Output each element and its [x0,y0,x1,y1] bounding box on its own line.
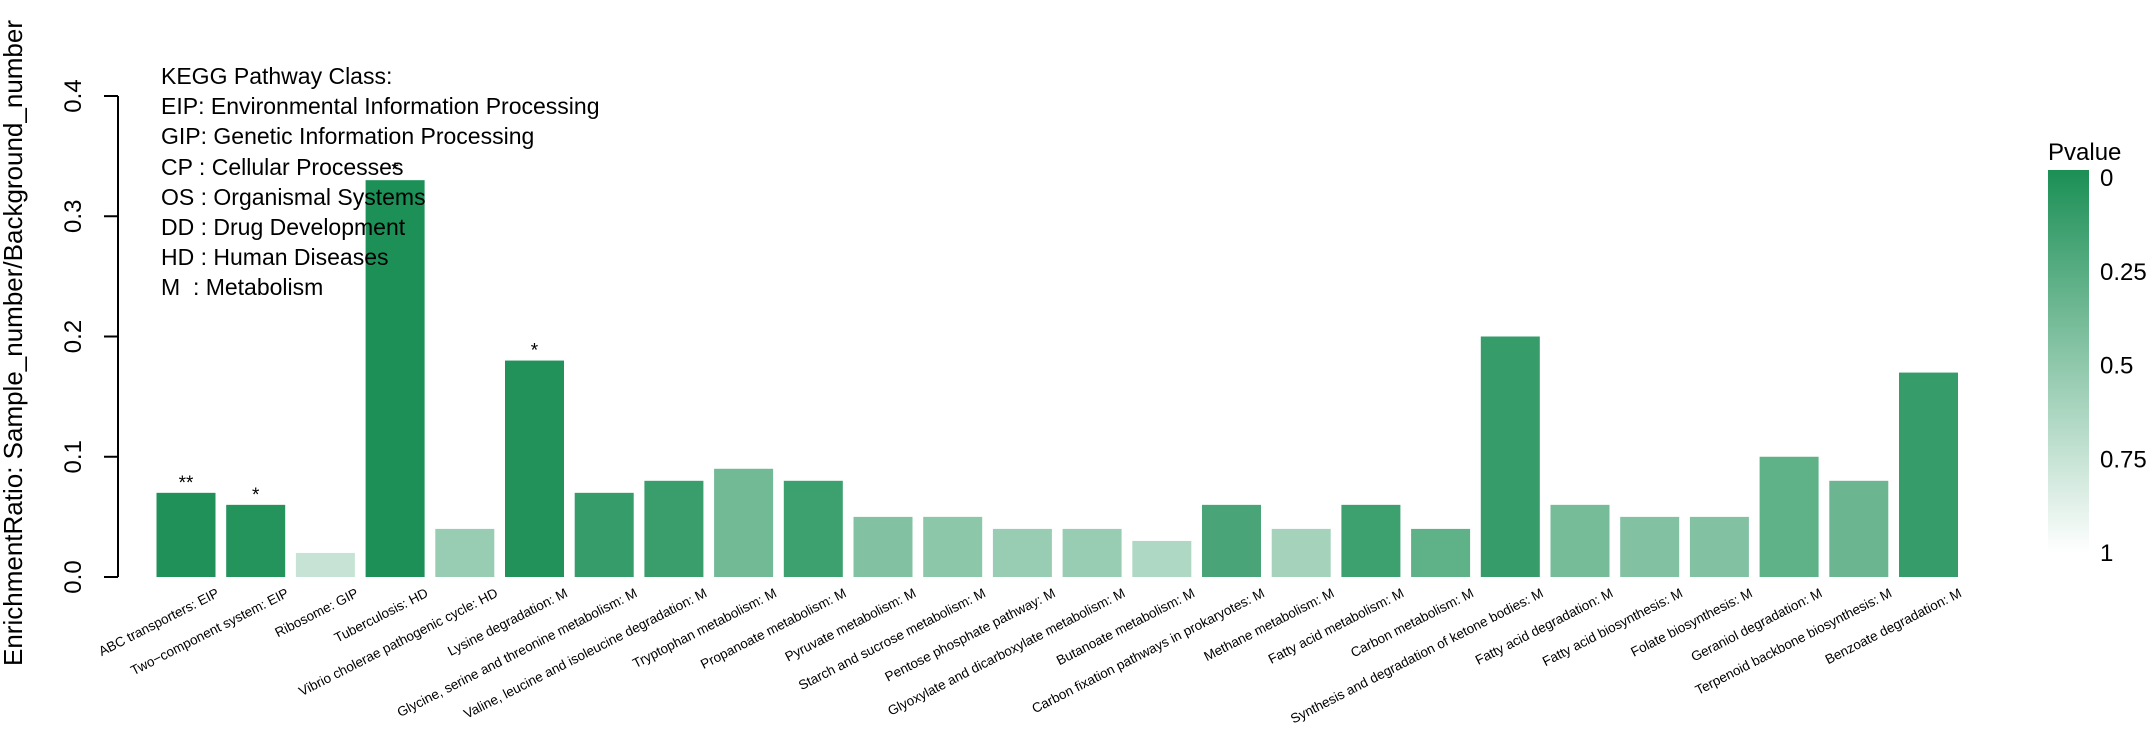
bar [1480,336,1540,577]
y-tick-label: 0.2 [60,320,87,353]
significance-star: * [391,160,399,181]
kegg-class-legend-line: HD : Human Diseases [161,244,389,271]
bar [923,516,983,577]
bar [1899,372,1958,577]
significance-star: ** [179,473,194,494]
y-tick-label: 0.1 [60,440,87,473]
bar [1550,504,1610,577]
colorbar-tick-label: 0.25 [2100,259,2147,286]
bar [505,360,564,577]
bar [295,552,355,577]
bar [714,468,774,577]
significance-star: * [531,341,539,362]
bar [1062,528,1122,577]
bar [1202,504,1261,577]
colorbar-gradient [2048,170,2089,553]
bar [1829,480,1889,577]
y-axis-label: EnrichmentRatio: Sample_number/Backgroun… [0,20,28,666]
significance-markers: ***** [179,160,539,506]
bar [1132,540,1192,577]
bar [992,528,1052,577]
bar [853,516,913,577]
bar [1271,528,1331,577]
pvalue-colorbar: Pvalue 0 0.25 0.5 0.75 1 [2048,139,2147,567]
y-tick-label: 0.4 [60,79,87,112]
bar [435,528,495,577]
colorbar-tick-label: 0 [2100,165,2113,192]
x-tick-label: Fatty acid metabolism: M [1266,585,1407,666]
bar [644,480,704,577]
colorbar-title: Pvalue [2048,139,2121,166]
colorbar-tick-label: 1 [2100,540,2113,567]
x-tick-label: Lysine degradation: M [445,585,570,658]
kegg-class-legend-line: EIP: Environmental Information Processin… [161,93,600,120]
kegg-class-legend-line: KEGG Pathway Class: [161,63,393,89]
y-tick-label: 0.3 [60,200,87,233]
x-tick-label: Synthesis and degradation of ketone bodi… [1288,585,1546,726]
bar [365,180,425,578]
kegg-class-legend-line: M : Metabolism [161,274,324,301]
significance-star: * [252,485,260,506]
bar [574,492,634,577]
bar [226,504,286,577]
kegg-class-legend-line: OS : Organismal Systems [161,183,426,210]
kegg-class-legend-line: GIP: Genetic Information Processing [161,123,535,150]
bar [1620,516,1680,577]
kegg-class-legend-line: DD : Drug Development [161,214,406,240]
x-tick-label: ABC transporters: EIP [96,585,221,659]
y-tick-label: 0.0 [60,560,87,593]
bar [1759,456,1819,577]
bar [1689,516,1749,577]
bar [783,480,843,577]
bar [1411,528,1471,577]
bar [156,492,216,577]
bar-series [156,180,1958,578]
bar [1341,504,1401,577]
colorbar-tick-label: 0.75 [2100,446,2147,473]
kegg-class-legend-line: CP : Cellular Processes [161,153,404,180]
colorbar-tick-label: 0.5 [2100,353,2133,380]
y-axis-ticks: 0.0 0.1 0.2 0.3 0.4 [60,79,118,594]
